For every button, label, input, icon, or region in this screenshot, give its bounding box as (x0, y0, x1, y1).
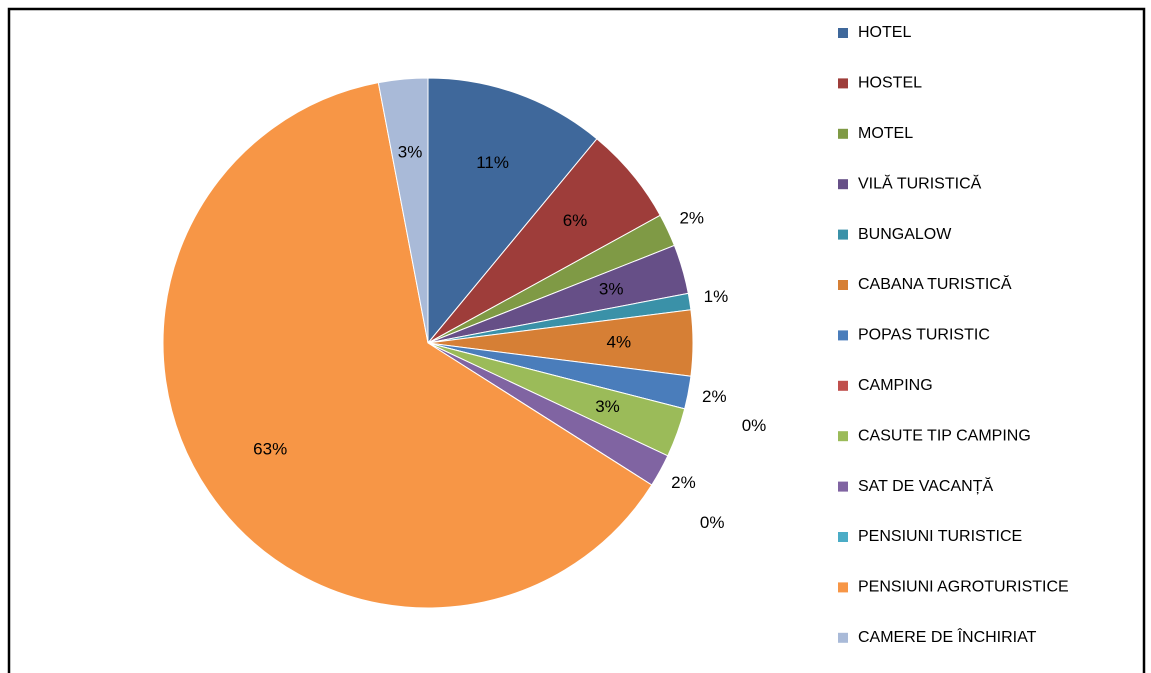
legend-label: CASUTE TIP CAMPING (858, 427, 1031, 444)
legend-label: PENSIUNI TURISTICE (858, 528, 1022, 545)
legend-swatch (838, 380, 848, 391)
legend-label: MOTEL (858, 125, 913, 142)
data-label: 0% (742, 416, 767, 435)
legend-label: HOTEL (858, 24, 911, 41)
legend-swatch (838, 582, 848, 593)
data-label: 2% (679, 208, 704, 227)
legend-swatch (838, 28, 848, 38)
data-label: 6% (563, 211, 588, 230)
pie-slice (377, 77, 429, 344)
legend-label: POPAS TURISTIC (858, 327, 990, 344)
legend-label: CAMPING (858, 377, 933, 394)
data-label: 2% (702, 387, 727, 406)
data-label: 63% (253, 440, 287, 459)
data-label: 0% (700, 513, 725, 532)
legend-label: CABANA TURISTICĂ (858, 274, 1012, 293)
legend-label: CAMERE DE ÎNCHIRIAT (858, 627, 1037, 646)
legend-swatch (838, 481, 848, 492)
legend-swatch (838, 229, 848, 240)
data-label: 2% (671, 473, 696, 492)
legend-swatch (838, 128, 848, 139)
legend-label: VILĂ TURISTICĂ (858, 173, 982, 192)
pie-slice (162, 82, 653, 609)
data-label: 4% (607, 332, 632, 351)
legend-swatch (838, 280, 848, 290)
data-label: 3% (599, 279, 624, 298)
pie-slice (427, 77, 598, 345)
legend-swatch (838, 431, 848, 442)
data-label: 11% (476, 153, 509, 172)
legend-label: PENSIUNI AGROTURISTICE (858, 579, 1069, 596)
data-label: 3% (398, 143, 423, 162)
legend-swatch (838, 632, 848, 643)
data-label: 1% (704, 287, 729, 306)
legend-label: HOSTEL (858, 75, 922, 92)
legend-swatch (838, 532, 848, 542)
legend-swatch (838, 179, 848, 190)
legend-swatch (838, 330, 848, 341)
legend-label: BUNGALOW (858, 226, 952, 243)
legend-swatch (838, 78, 848, 89)
data-label: 3% (595, 397, 620, 416)
legend-label: SAT DE VACANȚĂ (858, 476, 993, 495)
